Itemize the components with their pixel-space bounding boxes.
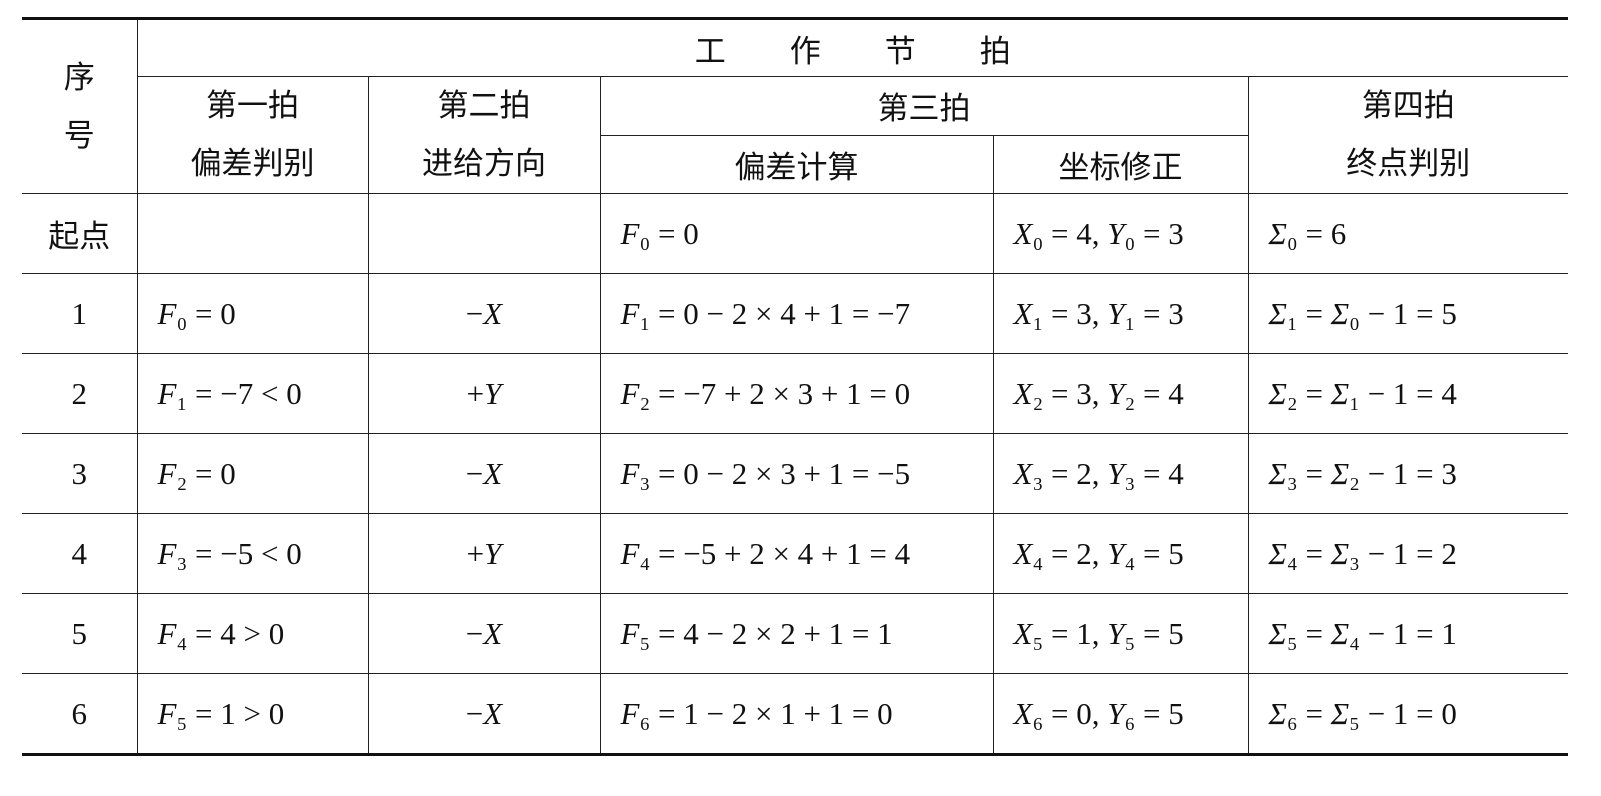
cell [136,193,369,274]
index-label: 序号 [63,59,95,153]
beat-header: 第一拍 偏差判别 [137,76,369,194]
cell: F₀ = 0 [136,273,369,354]
cell: F₀ = 0 [599,193,994,274]
beat-task: 偏差计算 [600,134,994,194]
cell: F₁ = 0 − 2 × 4 + 1 = −7 [599,273,994,354]
cell: X₂ = 3, Y₂ = 4 [992,353,1249,434]
cell: F₃ = −5 < 0 [136,513,369,594]
index-cell: 6 [22,673,138,756]
cell: X₁ = 3, Y₁ = 3 [992,273,1249,354]
row: 起点 F₀ = 0 X₀ = 4, Y₀ = 3 Σ₀ = 6 [22,193,1569,274]
cell: F₂ = −7 + 2 × 3 + 1 = 0 [599,353,994,434]
beat-name: 第三拍 [599,76,1249,136]
cell: F₁ = −7 < 0 [136,353,369,434]
beat-task: 终点判别 [1346,146,1471,181]
index-cell: 4 [22,513,138,594]
cell: Σ₆ = Σ₅ − 1 = 0 [1247,673,1569,756]
row: 3 F₂ = 0 −X F₃ = 0 − 2 × 3 + 1 = −5 X₃ = 2, … [22,433,1569,514]
cell: +Y [367,353,601,434]
title: 工作节拍 [694,33,1075,69]
cell: Σ₂ = Σ₁ − 1 = 4 [1247,353,1569,434]
index-cell: 3 [22,433,138,514]
cell: F₄ = −5 + 2 × 4 + 1 = 4 [599,513,994,594]
cell [367,193,601,274]
beat-task: 进给方向 [422,146,546,181]
cell: F₆ = 1 − 2 × 1 + 1 = 0 [599,673,994,756]
index-cell: 1 [22,273,138,354]
beat-task: 坐标修正 [992,134,1248,194]
beat-task: 偏差判别 [190,146,315,181]
table-body: 起点 F₀ = 0 X₀ = 4, Y₀ = 3 Σ₀ = 6 1 F₀ = 0 −X F₁ … [22,193,1569,756]
row: 4 F₃ = −5 < 0 +Y F₄ = −5 + 2 × 4 + 1 = 4 X₄ … [22,513,1569,594]
cell: X₄ = 2, Y₄ = 5 [992,513,1249,594]
cell: F₅ = 4 − 2 × 2 + 1 = 1 [599,593,994,674]
cell: +Y [367,513,601,594]
row: 6 F₅ = 1 > 0 −X F₆ = 1 − 2 × 1 + 1 = 0 X₆ = … [22,673,1569,756]
index-cell: 起点 [22,193,138,274]
cell: F₅ = 1 > 0 [136,673,369,756]
index-cell: 2 [22,353,138,434]
title-cell: 工作节拍 [136,17,1569,77]
row: 2 F₁ = −7 < 0 +Y F₂ = −7 + 2 × 3 + 1 = 0 X₂ … [22,353,1569,434]
cell: −X [367,593,601,674]
index-cell: 5 [22,593,138,674]
cell: X₆ = 0, Y₆ = 5 [992,673,1249,756]
beat-header: 第四拍 终点判别 [1247,76,1569,194]
cell: F₄ = 4 > 0 [136,593,369,674]
cell: X₀ = 4, Y₀ = 3 [992,193,1249,274]
index-header: 序号 [22,17,138,194]
cell: F₂ = 0 [136,433,369,514]
beat-header: 第二拍 进给方向 [367,76,601,194]
cell: Σ₀ = 6 [1247,193,1569,274]
beat-name: 第一拍 [206,88,299,123]
cell: −X [367,273,601,354]
row: 5 F₄ = 4 > 0 −X F₅ = 4 − 2 × 2 + 1 = 1 X₅ = … [22,593,1569,674]
cell: Σ₅ = Σ₄ − 1 = 1 [1247,593,1569,674]
beat-name: 第二拍 [437,88,531,123]
cell: X₅ = 1, Y₅ = 5 [992,593,1249,674]
cell: Σ₃ = Σ₂ − 1 = 3 [1247,433,1569,514]
cell: F₃ = 0 − 2 × 3 + 1 = −5 [599,433,994,514]
cell: Σ₄ = Σ₃ − 1 = 2 [1247,513,1569,594]
table: 序号 工作节拍 第一拍偏差判别 第二拍进给方向 第三拍 第四拍终点判别 偏差计算… [22,17,1569,756]
cell: −X [367,433,601,514]
cell: Σ₁ = Σ₀ − 1 = 5 [1247,273,1569,354]
beat-name: 第四拍 [1361,88,1455,123]
cell: X₃ = 2, Y₃ = 4 [992,433,1249,514]
row: 1 F₀ = 0 −X F₁ = 0 − 2 × 4 + 1 = −7 X₁ = 3, … [22,273,1569,354]
cell: −X [367,673,601,756]
